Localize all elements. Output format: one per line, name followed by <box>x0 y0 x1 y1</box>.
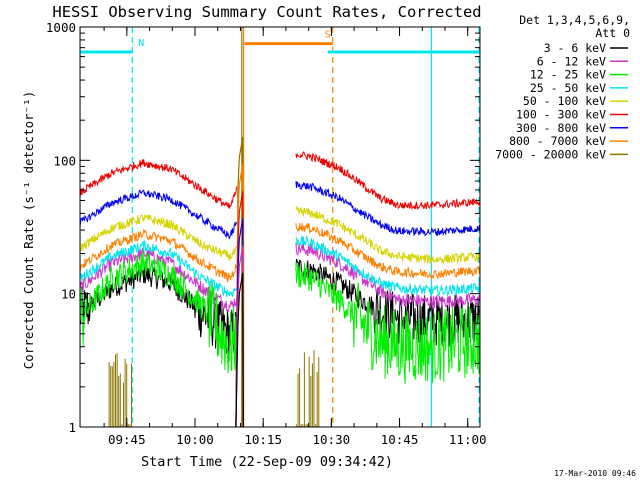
legend-entry-2: 12 - 25 keV <box>530 68 606 82</box>
x-tick-label-2: 10:15 <box>244 432 282 447</box>
legend-title-line-2: Att 0 <box>595 26 630 40</box>
series-800-7000-kev-segment-1 <box>80 229 238 284</box>
series-7000-20000-kev-bursts-1 <box>108 353 132 427</box>
y-axis-label: Corrected Count Rate (s⁻¹ detector⁻¹) <box>21 91 36 369</box>
x-tick-label-0: 09:45 <box>108 432 146 447</box>
series-25-50-kev-segment-1 <box>80 240 238 298</box>
series-3-6-kev-segment-1 <box>80 265 238 359</box>
series-50-100-kev-segment-1 <box>80 214 238 261</box>
legend-entry-0: 3 - 6 keV <box>544 41 606 55</box>
series-800-7000-kev-segment-2 <box>295 223 480 281</box>
flare-spike-5 <box>235 272 244 427</box>
legend-entry-3: 25 - 50 keV <box>530 81 606 95</box>
series-100-300-kev-segment-2 <box>295 151 480 211</box>
flag-S-label: S <box>325 30 331 41</box>
series-12-25-kev-segment-1 <box>80 250 238 374</box>
legend-entry-6: 300 - 800 keV <box>516 121 606 135</box>
series-300-800-kev-segment-2 <box>295 180 480 237</box>
series-300-800-kev-segment-1 <box>80 189 238 240</box>
y-tick-label-2: 100 <box>53 153 76 168</box>
plot-frame <box>79 26 481 428</box>
y-tick-label-3: 1000 <box>46 20 76 35</box>
legend-entry-7: 800 - 7000 keV <box>509 134 606 148</box>
series-7000-20000-kev-bursts-2 <box>295 350 320 427</box>
y-tick-label-1: 10 <box>61 287 76 302</box>
footer-timestamp: 17-Mar-2010 09:46 <box>554 469 636 478</box>
flag-N-label: N <box>138 38 144 49</box>
x-tick-label-1: 10:00 <box>176 432 214 447</box>
series-50-100-kev-segment-2 <box>295 206 480 264</box>
series-100-300-kev-segment-1 <box>80 159 238 209</box>
legend-entry-8: 7000 - 20000 keV <box>495 147 606 161</box>
legend-entry-5: 100 - 300 keV <box>516 108 606 122</box>
plot-layer: N S 1 10 100 1000 09:45 10:00 10:15 10:30 10:45 11:… <box>46 20 487 447</box>
x-tick-label-4: 10:45 <box>381 432 419 447</box>
series-12-25-kev-segment-2 <box>295 262 480 384</box>
y-tick-label-0: 1 <box>68 420 76 435</box>
x-axis-label: Start Time (22-Sep-09 09:34:42) <box>141 454 393 470</box>
series-25-50-kev-segment-2 <box>295 235 480 297</box>
x-tick-label-5: 11:00 <box>449 432 487 447</box>
x-tick-label-3: 10:30 <box>313 432 351 447</box>
data-layer <box>80 27 480 427</box>
legend-entry-4: 50 - 100 keV <box>523 94 606 108</box>
legend-title-line-1: Det 1,3,4,5,6,9, <box>519 13 630 27</box>
chart-title: HESSI Observing Summary Count Rates, Cor… <box>52 3 481 21</box>
series-6-12-kev-segment-2 <box>295 242 480 309</box>
legend-entry-1: 6 - 12 keV <box>537 54 606 68</box>
